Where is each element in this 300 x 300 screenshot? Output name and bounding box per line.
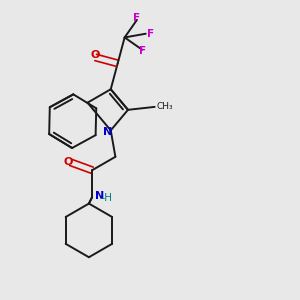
Text: N: N (95, 191, 104, 201)
Text: CH₃: CH₃ (156, 102, 173, 111)
Text: F: F (139, 46, 146, 56)
Text: N: N (103, 127, 113, 137)
Text: F: F (147, 29, 155, 39)
Text: –H: –H (99, 193, 112, 203)
Text: F: F (134, 13, 140, 23)
Text: O: O (91, 50, 100, 60)
Text: O: O (63, 158, 73, 167)
